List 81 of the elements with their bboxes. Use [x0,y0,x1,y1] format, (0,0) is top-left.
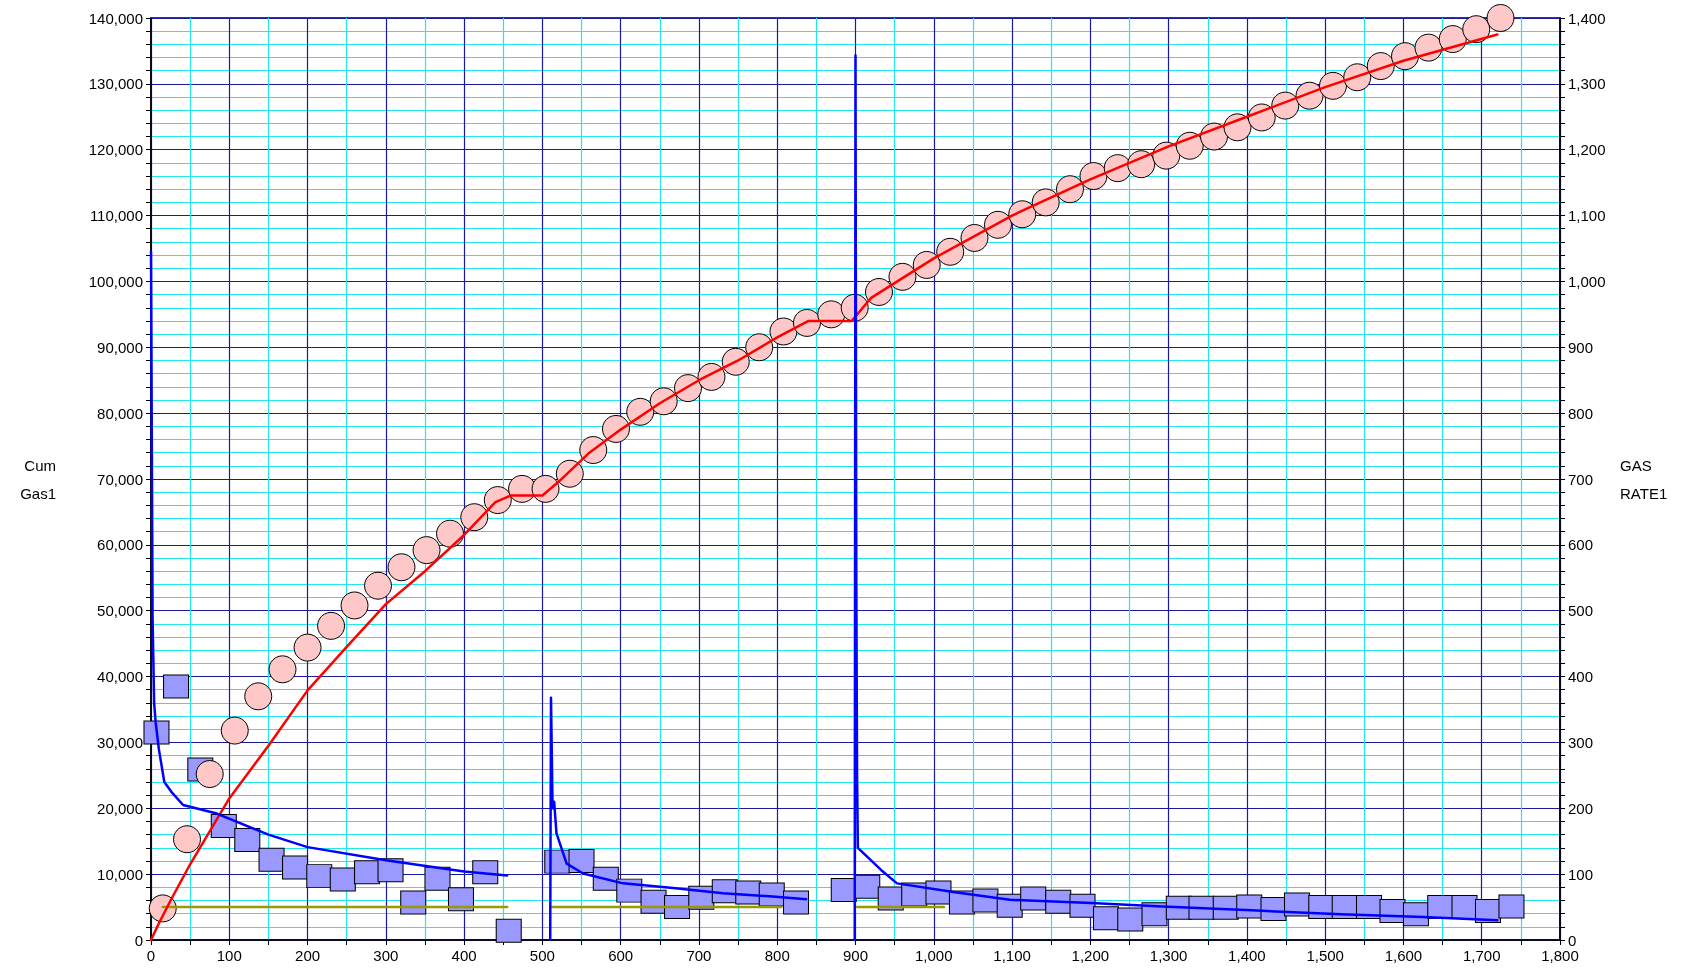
x-tick-label: 100 [216,947,242,964]
point [282,855,309,880]
point [329,867,356,892]
y-tick-label: 50,000 [97,602,143,620]
point [1498,894,1525,919]
x-tick-label: 400 [451,947,477,964]
x-tick-label: 1,000 [915,947,953,964]
y2-tick-label: 700 [1568,470,1594,488]
y2-tick-label: 500 [1568,602,1594,620]
x-tick-label: 800 [764,947,790,964]
point [258,847,285,872]
point [306,864,333,889]
y2-tick-label: 100 [1568,865,1594,883]
y-tick-label: 70,000 [97,470,143,488]
point [220,716,249,745]
point [495,918,522,943]
point [412,536,441,565]
y-tick-label: 0 [134,931,143,949]
point [268,655,297,684]
y2-tick-label: 1,200 [1568,141,1606,159]
x-tick-label: 900 [842,947,869,964]
point [143,720,170,745]
x-tick-label: 1,700 [1462,947,1501,964]
y2-axis-title: GAS RATE1 [1620,456,1668,502]
point [568,848,595,873]
x-tick-label: 500 [529,947,555,964]
y2-tick-label: 400 [1568,668,1594,686]
y2-tick-label: 300 [1568,733,1594,751]
y2-tick-label: 200 [1568,799,1594,817]
y2-tick-label: 600 [1568,536,1594,554]
point [244,682,273,711]
point [447,887,474,912]
x-tick-label: 600 [608,947,634,964]
x-tick-label: 1,300 [1149,947,1188,964]
point [163,674,190,699]
x-tick-label: 300 [373,947,399,964]
y2-tick-label: 1,100 [1568,207,1606,225]
y2-tick-label: 1,300 [1568,75,1606,93]
y-tick-label: 60,000 [97,536,143,554]
y-axis-title: Cum Gas1 [20,456,56,502]
y-tick-label: 10,000 [97,865,143,883]
y-tick-label: 120,000 [88,141,143,159]
y-tick-label: 100,000 [88,272,143,290]
point [783,890,810,915]
y-tick-label: 140,000 [88,9,143,27]
y-tick-label: 20,000 [97,799,143,817]
y-tick-label: 130,000 [88,75,143,93]
x-tick-label: 1,500 [1306,947,1344,964]
point [424,866,451,891]
x-tick-label: 1,100 [993,947,1031,964]
y-tick-label: 40,000 [97,668,143,686]
y-tick-label: 30,000 [97,733,143,751]
y2-tick-label: 0 [1568,931,1577,949]
x-tick-label: 700 [686,947,712,964]
y2-tick-label: 900 [1568,338,1594,356]
point [234,827,261,852]
point [387,553,416,582]
x-tick-label: 1,400 [1228,947,1266,964]
point [195,760,224,789]
y-tick-label: 110,000 [89,207,143,225]
y2-tick-label: 1,000 [1568,272,1606,290]
point [436,519,465,548]
point [400,890,427,915]
point [1092,906,1119,931]
point [340,591,369,620]
y2-tick-label: 1,400 [1568,9,1606,27]
point [1462,15,1491,44]
y2-tick-label: 800 [1568,404,1594,422]
x-tick-label: 0 [146,947,156,964]
point [173,825,202,854]
y-tick-label: 90,000 [97,338,143,356]
point [317,611,346,640]
point [1486,4,1515,32]
point [1117,907,1144,932]
x-tick-label: 200 [295,947,321,964]
x-tick-label: 1,800 [1541,947,1579,964]
y-tick-label: 80,000 [97,404,143,422]
x-tick-label: 1,200 [1071,947,1110,964]
point [364,571,393,600]
x-tick-label: 1,600 [1384,947,1423,964]
point [293,633,322,662]
